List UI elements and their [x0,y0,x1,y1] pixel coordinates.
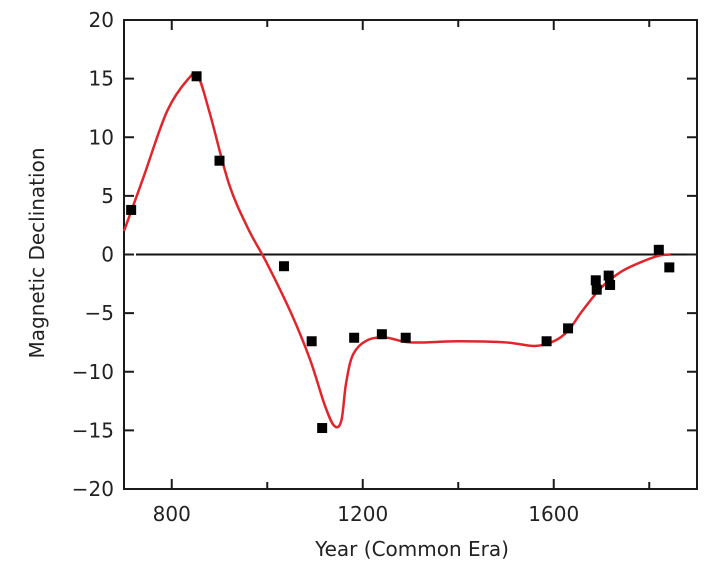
data-point [214,155,225,166]
data-point [317,423,328,434]
data-point [603,270,614,281]
data-point [590,275,601,286]
y-tick-label: −10 [72,360,114,384]
y-tick-label: 20 [89,8,114,32]
x-tick-label: 800 [153,502,191,526]
y-tick-label: −5 [85,301,114,325]
data-point [563,323,574,334]
data-point [349,332,360,343]
plot-area: 20 15 10 5 0 −5 −10 −15 −20 800 1200 1600 [72,8,698,526]
y-tick-label: 0 [101,243,114,267]
y-tick-label: 15 [89,67,114,91]
y-tick-label: −20 [72,477,114,501]
x-tick-label: 1600 [528,502,579,526]
data-point [191,71,202,82]
data-point [591,284,602,295]
y-tick-label: 10 [89,125,114,149]
data-point [664,262,675,273]
y-axis-label: Magnetic Declination [25,148,49,359]
data-point [541,336,552,347]
data-point [376,329,387,340]
x-axis-label: Year (Common Era) [314,537,509,561]
x-tick-label: 1200 [337,502,388,526]
y-tick-label: −15 [72,418,114,442]
data-point [605,279,616,290]
data-point [653,244,664,255]
fitted-curve [122,71,671,429]
y-tick-label: 5 [101,184,114,208]
data-point [306,336,317,347]
data-point [126,204,137,215]
data-point [278,261,289,272]
data-point [400,332,411,343]
